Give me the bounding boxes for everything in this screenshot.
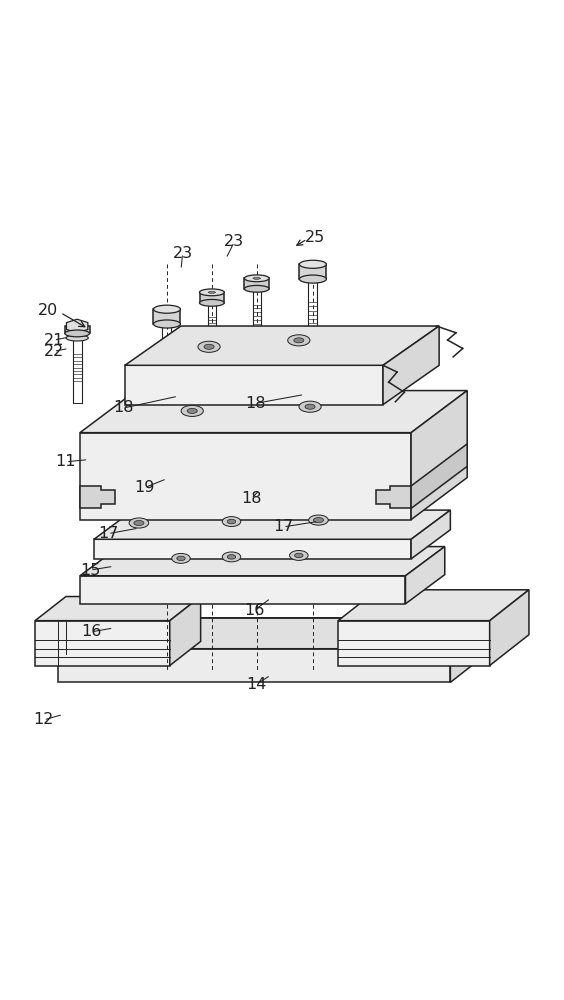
Text: 18: 18	[245, 396, 265, 411]
Ellipse shape	[309, 515, 328, 525]
Polygon shape	[125, 365, 383, 405]
Text: 18: 18	[241, 491, 261, 506]
Ellipse shape	[171, 553, 190, 563]
Polygon shape	[67, 319, 88, 333]
Ellipse shape	[305, 404, 315, 409]
Text: 25: 25	[305, 230, 325, 245]
Ellipse shape	[222, 517, 241, 526]
Ellipse shape	[153, 305, 180, 313]
Polygon shape	[451, 618, 490, 682]
Polygon shape	[153, 309, 180, 324]
Polygon shape	[80, 433, 411, 520]
Polygon shape	[80, 391, 467, 433]
Polygon shape	[406, 547, 445, 604]
Ellipse shape	[299, 260, 327, 268]
Polygon shape	[65, 326, 90, 333]
Ellipse shape	[244, 285, 269, 292]
Ellipse shape	[187, 408, 197, 413]
Polygon shape	[80, 576, 406, 604]
Text: 23: 23	[173, 246, 193, 261]
Polygon shape	[80, 547, 445, 576]
Text: 11: 11	[56, 454, 76, 469]
Polygon shape	[338, 590, 529, 621]
Ellipse shape	[227, 519, 236, 524]
Ellipse shape	[65, 330, 90, 337]
Polygon shape	[383, 326, 439, 405]
Ellipse shape	[200, 299, 224, 306]
Text: 23: 23	[224, 234, 244, 249]
Polygon shape	[58, 649, 451, 682]
Polygon shape	[490, 590, 529, 666]
Polygon shape	[411, 444, 467, 508]
Polygon shape	[125, 326, 439, 365]
Text: 17: 17	[273, 519, 293, 534]
Text: 16: 16	[244, 603, 264, 618]
Ellipse shape	[200, 289, 224, 296]
Text: 19: 19	[134, 480, 155, 495]
Text: 20: 20	[38, 303, 58, 318]
Polygon shape	[411, 510, 451, 559]
Polygon shape	[200, 292, 224, 303]
Text: 22: 22	[43, 344, 64, 359]
Polygon shape	[208, 291, 216, 293]
Ellipse shape	[66, 335, 89, 341]
Ellipse shape	[198, 341, 220, 352]
Text: 14: 14	[246, 677, 267, 692]
Polygon shape	[80, 486, 115, 508]
Ellipse shape	[129, 518, 149, 528]
Ellipse shape	[181, 405, 203, 416]
Polygon shape	[411, 391, 467, 520]
Ellipse shape	[288, 335, 310, 346]
Text: 16: 16	[81, 624, 102, 639]
Ellipse shape	[289, 551, 308, 560]
Ellipse shape	[227, 555, 236, 559]
Polygon shape	[35, 621, 170, 666]
Ellipse shape	[222, 552, 241, 562]
Polygon shape	[170, 597, 201, 666]
Polygon shape	[58, 618, 490, 649]
Text: 15: 15	[80, 563, 100, 578]
Text: 17: 17	[98, 526, 118, 541]
Ellipse shape	[177, 556, 185, 561]
Ellipse shape	[244, 275, 269, 282]
Text: 21: 21	[43, 333, 64, 348]
Polygon shape	[376, 486, 411, 508]
Ellipse shape	[294, 553, 303, 558]
Ellipse shape	[314, 518, 324, 523]
Ellipse shape	[153, 320, 180, 328]
Polygon shape	[94, 510, 451, 539]
Polygon shape	[244, 278, 269, 289]
Ellipse shape	[299, 401, 321, 412]
Text: 18: 18	[113, 400, 134, 415]
Ellipse shape	[204, 344, 214, 349]
Ellipse shape	[134, 520, 144, 526]
Polygon shape	[338, 621, 490, 666]
Text: 12: 12	[33, 712, 54, 727]
Ellipse shape	[294, 338, 304, 343]
Ellipse shape	[299, 275, 327, 283]
Polygon shape	[299, 264, 327, 279]
Polygon shape	[35, 597, 201, 621]
Polygon shape	[94, 539, 411, 559]
Polygon shape	[253, 277, 261, 279]
